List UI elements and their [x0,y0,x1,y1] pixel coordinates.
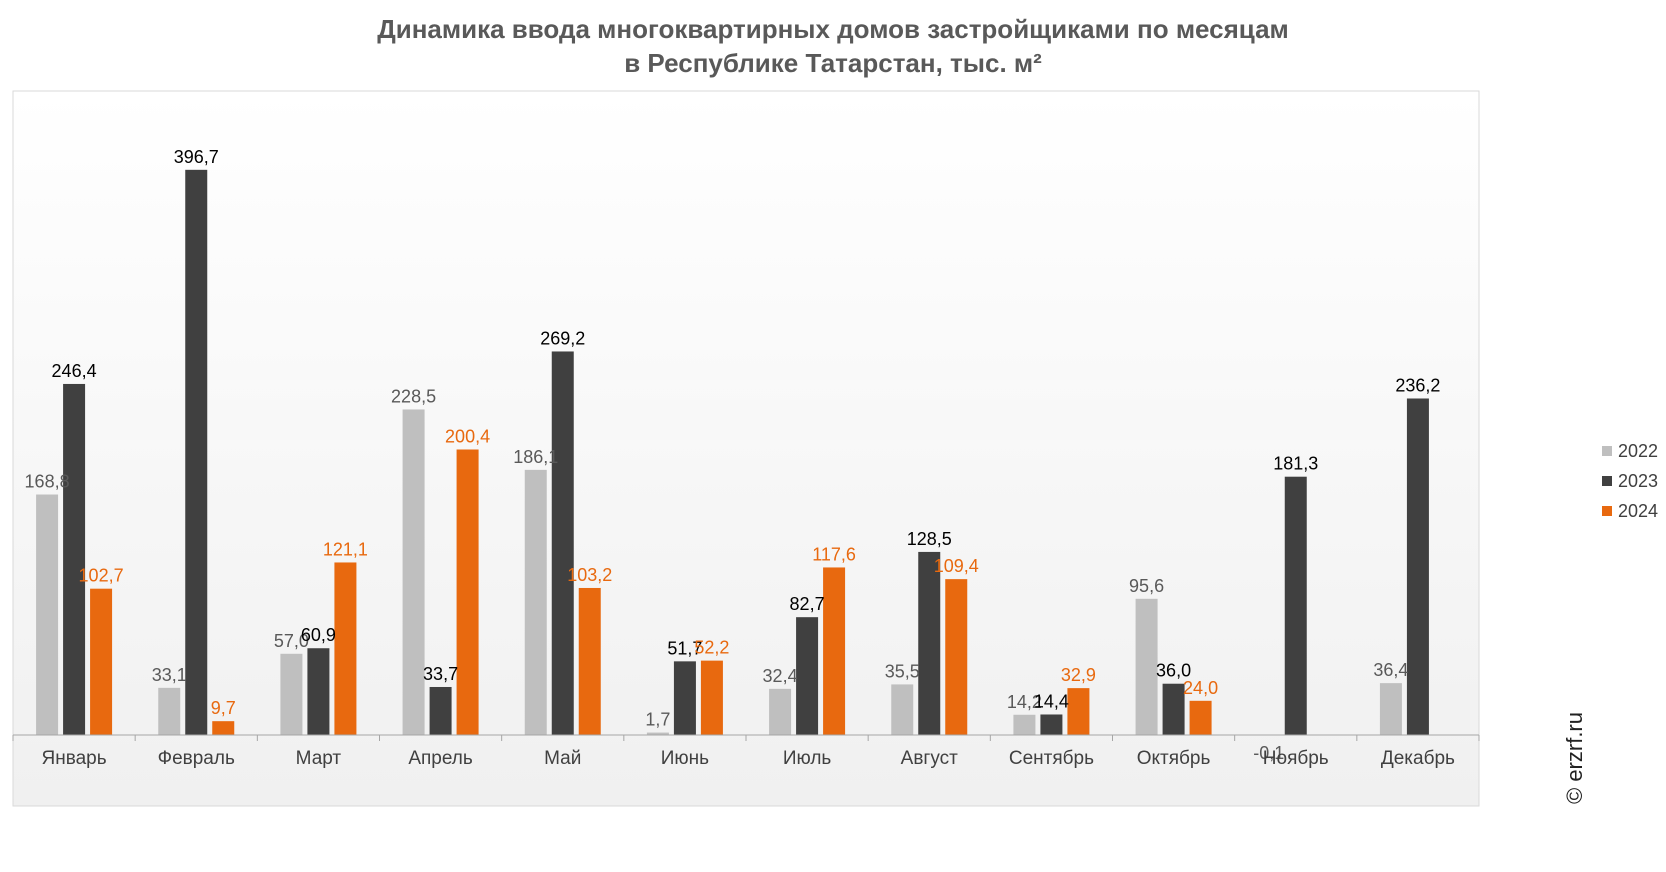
bar-2023 [551,351,574,735]
legend-item-2023: 2023 [1602,466,1658,496]
bar-2023 [1040,714,1063,735]
data-label-2023: 396,7 [174,147,219,167]
data-label-2022: 57,0 [274,631,309,651]
legend-swatch [1602,506,1612,516]
category-label: Апрель [408,748,473,769]
data-label-2022: 35,5 [885,661,920,681]
data-label-2023: 128,5 [907,529,952,549]
bar-2023 [307,648,330,735]
legend-label: 2024 [1618,500,1659,521]
data-label-2023: 33,7 [423,664,458,684]
data-label-2022: 168,8 [25,472,70,492]
legend-item-2022: 2022 [1602,436,1658,466]
chart-title: Динамика ввода многоквартирных домов зас… [0,12,1666,80]
bar-2022 [158,687,181,735]
data-label-2024: 103,2 [567,565,612,585]
data-label-2024: 52,2 [694,638,729,658]
data-label-2024: 9,7 [211,698,236,718]
data-label-2023: 60,9 [301,625,336,645]
data-label-2024: 102,7 [79,566,124,586]
data-label-2024: 24,0 [1183,678,1218,698]
data-label-2024: 200,4 [445,426,490,446]
bar-2024 [1067,688,1090,735]
bar-2022 [524,469,547,735]
data-label-2024: 117,6 [812,544,856,564]
data-label-2023: 181,3 [1273,454,1318,474]
bar-2022 [36,494,59,735]
category-label: Август [901,748,958,769]
bar-2024 [456,449,479,735]
data-label-2023: 82,7 [790,594,825,614]
bar-2023 [429,686,452,735]
bar-2022 [1135,598,1158,735]
data-label-2023: 246,4 [52,361,97,381]
legend-label: 2023 [1618,470,1659,491]
category-label: Декабрь [1381,748,1455,769]
legend-label: 2022 [1618,440,1659,461]
data-label-2022: 1,7 [645,710,670,730]
data-label-2023: 51,7 [667,638,702,658]
data-label-2024: 121,1 [323,539,368,559]
legend-swatch [1602,476,1612,486]
data-label-2022: 14,2 [1007,692,1042,712]
category-label: Июнь [661,748,709,769]
category-label: Ноябрь [1263,748,1329,769]
bar-2024 [334,562,357,735]
watermark: © erzrf.ru [1562,712,1587,804]
data-label-2023: 36,0 [1156,661,1191,681]
bar-2023 [1406,398,1429,735]
data-label-2022: 95,6 [1129,576,1164,596]
category-label: Январь [42,748,107,769]
data-label-2024: 109,4 [934,556,979,576]
chart-title-line1: Динамика ввода многоквартирных домов зас… [377,14,1289,44]
bar-2023 [63,383,86,735]
data-label-2022: 32,4 [763,666,798,686]
bar-2022 [280,653,303,735]
bar-2024 [578,587,601,735]
chart-title-line2: в Республике Татарстан, тыс. м² [624,48,1042,78]
category-label: Май [544,748,581,769]
bar-2023 [673,661,696,735]
data-label-2023: 14,4 [1034,691,1069,711]
bar-2024 [90,588,113,735]
category-label: Октябрь [1137,748,1211,769]
bar-2022 [891,684,914,735]
bar-2023 [1284,476,1307,735]
data-label-2023: 236,2 [1395,375,1440,395]
bar-2022 [402,409,425,735]
category-label: Сентябрь [1009,748,1094,769]
data-label-2022: 33,1 [152,665,187,685]
data-label-2024: 32,9 [1061,665,1096,685]
bar-2024 [945,579,968,735]
bar-2024 [1189,700,1212,735]
bar-2022 [769,688,792,735]
bar-2024 [700,660,723,735]
legend-item-2024: 2024 [1602,496,1658,526]
category-label: Март [296,748,342,769]
data-label-2022: 36,4 [1373,660,1408,680]
legend: 2022 2023 2024 [1602,436,1658,526]
bar-2024 [823,567,846,735]
data-label-2023: 269,2 [540,328,585,348]
plot-area [12,90,1480,807]
category-label: Февраль [158,748,235,769]
data-label-2022: 186,1 [513,447,558,467]
bar-2023 [185,169,208,735]
bar-2022 [646,732,669,735]
data-label-2022: 228,5 [391,386,436,406]
bar-2022 [1379,683,1402,735]
bar-2023 [918,551,941,735]
bar-2022 [1013,714,1036,735]
category-label: Июль [783,748,832,769]
bar-2023 [796,617,819,735]
bar-2023 [1162,683,1185,735]
bar-2024 [212,721,235,735]
data-label-2022: -0,1 [1253,743,1284,763]
legend-swatch [1602,446,1612,456]
